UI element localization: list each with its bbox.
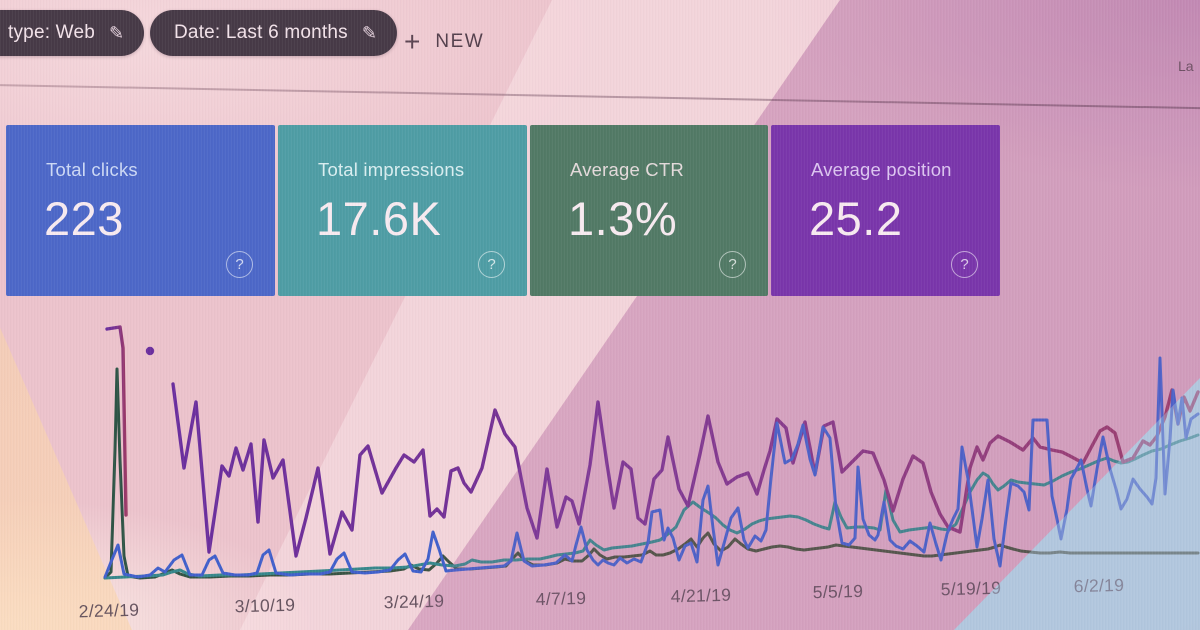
filter-chip-search-type[interactable]: type: Web ✎ xyxy=(0,10,145,56)
series-position-line xyxy=(103,367,1200,580)
series-clicks-line xyxy=(103,356,1200,579)
plus-icon: + xyxy=(404,26,421,57)
cropped-corner-text: La xyxy=(1178,58,1194,74)
card-total-clicks[interactable]: Total clicks 223 ? xyxy=(6,125,275,296)
help-icon[interactable]: ? xyxy=(478,251,505,278)
series-ctr-line xyxy=(103,433,1200,580)
card-value: 17.6K xyxy=(316,192,442,245)
new-filter-button[interactable]: + NEW xyxy=(404,22,484,62)
edit-pencil-icon[interactable]: ✎ xyxy=(361,22,378,43)
series-impressions-line xyxy=(105,325,128,517)
card-value: 1.3% xyxy=(568,192,678,245)
help-icon[interactable]: ? xyxy=(719,251,746,278)
help-icon[interactable]: ? xyxy=(951,251,978,278)
filter-chip-label: type: Web xyxy=(8,22,95,43)
card-label: Average position xyxy=(811,159,952,180)
filter-chip-label: Date: Last 6 months xyxy=(174,22,348,43)
card-value: 25.2 xyxy=(809,192,903,245)
filter-toolbar: type: Web ✎ Date: Last 6 months ✎ + NEW … xyxy=(0,0,1200,84)
filter-chip-date-range[interactable]: Date: Last 6 months ✎ xyxy=(150,10,398,56)
card-label: Average CTR xyxy=(570,159,684,180)
series-impressions-isolated-dot xyxy=(145,346,155,356)
new-filter-label: NEW xyxy=(435,31,485,52)
card-label: Total impressions xyxy=(318,159,465,180)
summary-cards: Total clicks 223 ? Total impressions 17.… xyxy=(6,125,1000,296)
help-icon[interactable]: ? xyxy=(226,251,253,278)
card-value: 223 xyxy=(44,192,124,245)
card-total-impressions[interactable]: Total impressions 17.6K ? xyxy=(278,125,527,296)
card-label: Total clicks xyxy=(46,159,138,180)
card-average-ctr[interactable]: Average CTR 1.3% ? xyxy=(530,125,768,296)
edit-pencil-icon[interactable]: ✎ xyxy=(109,22,125,43)
card-average-position[interactable]: Average position 25.2 ? xyxy=(771,125,1000,296)
series-impressions-line xyxy=(171,382,1200,558)
